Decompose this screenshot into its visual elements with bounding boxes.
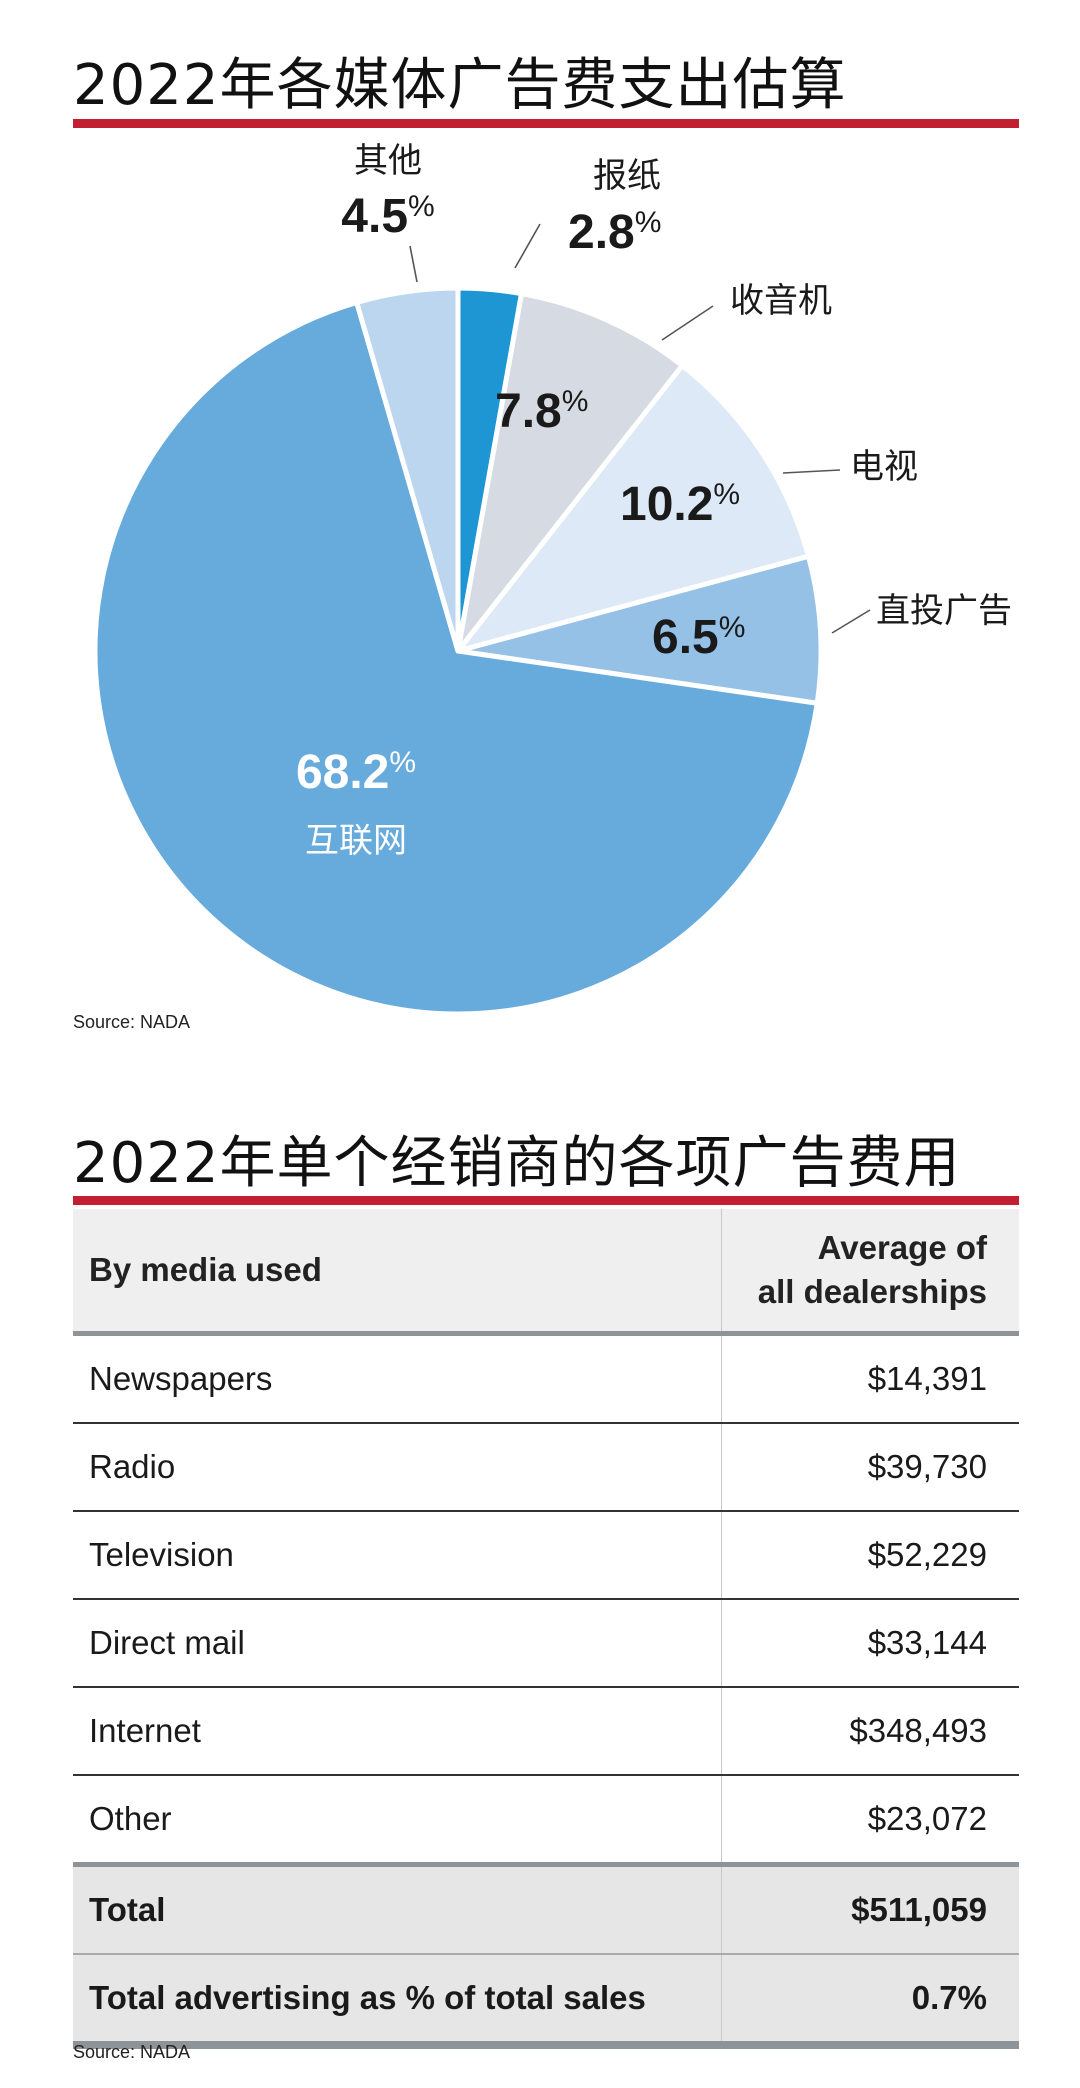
pie-value-label: 6.5% (652, 611, 745, 664)
pie-category-label: 直投广告 (876, 591, 1012, 631)
pie-leader-line (409, 245, 418, 283)
pie-slice-6 (354, 285, 461, 654)
table-title: 2022年单个经销商的各项广告费用 (73, 1131, 961, 1196)
total-label: Total (73, 1864, 722, 1955)
ad-spend-table: By media used Average of all dealerships… (73, 1209, 1019, 2049)
table-row: Television $52,229 (73, 1511, 1019, 1600)
pie-leader-line (514, 223, 541, 269)
table-title-rule (73, 1196, 1019, 1205)
pie-leader-line (831, 609, 871, 634)
pie-slices (92, 285, 824, 1017)
row-value: $39,730 (720, 1423, 1019, 1512)
row-value: $52,229 (720, 1511, 1019, 1600)
pie-leader-line (782, 469, 841, 474)
row-value: $14,391 (720, 1333, 1019, 1424)
pie-value-label: 7.8% (495, 385, 588, 438)
pie-value-label: 68.2% (296, 746, 416, 799)
pie-category-label: 其他 (354, 141, 422, 181)
row-label: Direct mail (73, 1599, 722, 1688)
pie-leader-lines (409, 223, 871, 634)
pie-chart: 报纸 2.8% 收音机 7.8% 电视 10.2% 直投广告 6.5% 互联网 68.2% 其他 4.… (92, 141, 1012, 1017)
table-row: Other $23,072 (73, 1775, 1019, 1867)
header-media-used: By media used (73, 1209, 722, 1336)
row-label: Internet (73, 1687, 722, 1776)
header-average: Average of all dealerships (720, 1209, 1019, 1336)
row-value: $23,072 (720, 1775, 1019, 1867)
percent-of-sales-label: Total advertising as % of total sales (73, 1954, 722, 2049)
table-row: Newspapers $14,391 (73, 1333, 1019, 1424)
table-source-note: Source: NADA (73, 2042, 191, 2062)
percent-of-sales-row: Total advertising as % of total sales 0.… (73, 1954, 1019, 2049)
row-value: $33,144 (720, 1599, 1019, 1688)
row-label: Radio (73, 1423, 722, 1512)
row-label: Television (73, 1511, 722, 1600)
row-label: Newspapers (73, 1333, 722, 1424)
table-header-row: By media used Average of all dealerships (73, 1209, 1019, 1336)
total-row: Total $511,059 (73, 1864, 1019, 1955)
table-row: Internet $348,493 (73, 1687, 1019, 1776)
pie-category-label: 电视 (850, 447, 918, 487)
header-average-line1: Average of (817, 1229, 987, 1266)
pie-value-label: 4.5% (341, 190, 434, 243)
table-row: Direct mail $33,144 (73, 1599, 1019, 1688)
pie-slice-2 (455, 291, 685, 654)
pie-slice-5 (92, 299, 820, 1017)
pie-chart-title: 2022年各媒体广告费支出估算 (73, 53, 847, 118)
pie-slice-4 (455, 553, 824, 706)
pie-labels: 报纸 2.8% 收音机 7.8% 电视 10.2% 直投广告 6.5% 互联网 68.2% 其他 4.… (296, 141, 1012, 861)
pie-category-label: 报纸 (593, 156, 661, 196)
row-label: Other (73, 1775, 722, 1867)
table-row: Radio $39,730 (73, 1423, 1019, 1512)
pie-value-label: 10.2% (620, 478, 740, 531)
pie-category-label: 互联网 (305, 821, 407, 861)
row-value: $348,493 (720, 1687, 1019, 1776)
pie-source-note: Source: NADA (73, 1012, 191, 1032)
pie-value-label: 2.8% (568, 206, 661, 259)
percent-of-sales-value: 0.7% (720, 1954, 1019, 2049)
header-average-line2: all dealerships (757, 1273, 987, 1310)
pie-title-rule (73, 119, 1019, 128)
total-value: $511,059 (720, 1864, 1019, 1955)
pie-leader-line (661, 305, 714, 341)
pie-category-label: 收音机 (730, 281, 832, 321)
